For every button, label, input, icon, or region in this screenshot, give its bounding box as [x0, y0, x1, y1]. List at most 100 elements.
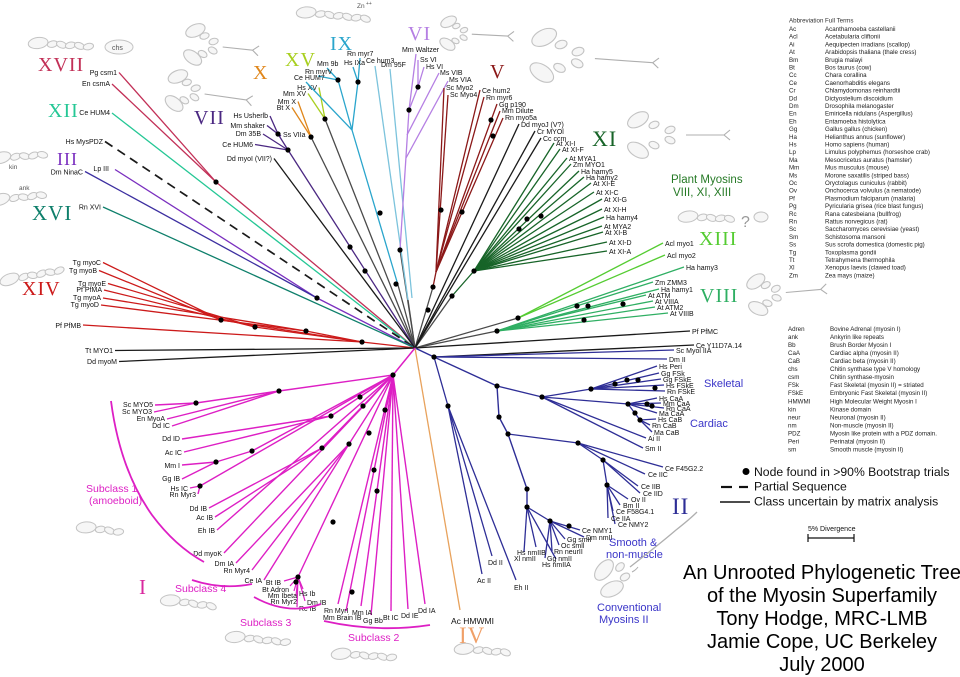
svg-text:Ms VIA: Ms VIA — [449, 77, 472, 84]
svg-text:Hs CaA: Hs CaA — [659, 396, 683, 403]
svg-text:non-muscle: non-muscle — [606, 549, 663, 561]
svg-text:Lp III: Lp III — [93, 166, 109, 173]
svg-text:Rattus norvegicus (rat): Rattus norvegicus (rat) — [825, 219, 888, 226]
svg-text:Dd IA: Dd IA — [418, 608, 436, 615]
svg-text:Ce F45G2.2: Ce F45G2.2 — [665, 466, 703, 473]
svg-text:Tt MYO1: Tt MYO1 — [85, 348, 113, 355]
svg-text:Ov: Ov — [789, 188, 798, 195]
svg-text:Pf: Pf — [789, 195, 795, 202]
svg-text:Ma: Ma — [789, 157, 798, 164]
svg-text:Sc MYO5: Sc MYO5 — [123, 402, 153, 409]
svg-text:Embryonic Fast Skeletal (myosi: Embryonic Fast Skeletal (myosin II) — [830, 390, 927, 397]
svg-text:Neuronal (myosin II): Neuronal (myosin II) — [830, 414, 886, 421]
svg-text:X: X — [253, 62, 268, 84]
svg-text:Subclass 4: Subclass 4 — [175, 583, 227, 595]
svg-text:Dd myoI (VII?): Dd myoI (VII?) — [227, 156, 272, 163]
svg-text:Dd: Dd — [789, 95, 797, 102]
svg-text:Abbreviation: Abbreviation — [789, 18, 824, 25]
svg-text:Dm nmII: Dm nmII — [586, 535, 613, 542]
svg-text:++: ++ — [366, 1, 372, 7]
svg-text:Subclass 3: Subclass 3 — [240, 617, 292, 629]
svg-text:5% Divergence: 5% Divergence — [808, 526, 856, 533]
svg-text:CaA: CaA — [788, 350, 801, 357]
svg-text:Sc Myo2: Sc Myo2 — [446, 85, 473, 92]
svg-text:Dd ID: Dd ID — [162, 436, 180, 443]
svg-text:Pg: Pg — [789, 203, 797, 210]
svg-text:Bos taurus (cow): Bos taurus (cow) — [825, 65, 871, 72]
svg-text:Oryctolagus cuniculus (rabbit): Oryctolagus cuniculus (rabbit) — [825, 180, 907, 187]
svg-text:Acl: Acl — [789, 34, 798, 41]
svg-text:En MyoA: En MyoA — [137, 416, 166, 423]
svg-text:XVI: XVI — [32, 201, 72, 225]
svg-text:Ce IIA: Ce IIA — [611, 516, 631, 523]
svg-text:Acl myo2: Acl myo2 — [667, 253, 696, 260]
svg-text:Ce IIB: Ce IIB — [641, 484, 661, 491]
svg-text:Arabidopsis thaliana (thale cr: Arabidopsis thaliana (thale cress) — [825, 49, 916, 56]
svg-text:Hs XV: Hs XV — [297, 85, 317, 92]
svg-text:Rc IB: Rc IB — [299, 606, 316, 613]
svg-text:Acetabularia cliftonii: Acetabularia cliftonii — [825, 34, 880, 41]
svg-text:Ss VI: Ss VI — [420, 57, 437, 64]
svg-text:Cc ccm: Cc ccm — [543, 136, 567, 143]
svg-text:Rn myo5a: Rn myo5a — [505, 115, 537, 122]
svg-text:XII: XII — [48, 100, 79, 122]
svg-text:Rana catesbeiana (bullfrog): Rana catesbeiana (bullfrog) — [825, 211, 901, 218]
svg-text:Chitin synthase-myosin: Chitin synthase-myosin — [830, 374, 895, 381]
svg-text:Tg myoB: Tg myoB — [69, 268, 97, 275]
svg-text:Ce HUM6: Ce HUM6 — [222, 142, 253, 149]
svg-text:Rn Myr4: Rn Myr4 — [224, 568, 251, 575]
svg-text:Entamoeba histolytica: Entamoeba histolytica — [825, 118, 886, 125]
svg-text:Dm II: Dm II — [669, 357, 686, 364]
svg-text:Mm IA: Mm IA — [352, 610, 373, 617]
svg-text:Hs nmIIB: Hs nmIIB — [517, 550, 546, 557]
svg-text:ank: ank — [19, 185, 30, 192]
svg-text:XVII: XVII — [38, 54, 84, 76]
svg-text:Ce IID: Ce IID — [643, 491, 663, 498]
svg-text:Ma CaB: Ma CaB — [654, 430, 680, 437]
svg-text:Cardiac: Cardiac — [690, 418, 728, 430]
svg-text:XIII: XIII — [699, 228, 737, 250]
svg-text:Mus musculus (mouse): Mus musculus (mouse) — [825, 165, 889, 172]
svg-text:Helianthus annus (sunflower): Helianthus annus (sunflower) — [825, 134, 905, 141]
svg-text:At ATM2: At ATM2 — [657, 305, 683, 312]
svg-text:Rn neurII: Rn neurII — [554, 549, 583, 556]
svg-text:Class uncertain by matrix anal: Class uncertain by matrix analysis — [754, 495, 938, 509]
svg-text:VI: VI — [408, 23, 431, 45]
svg-text:Myosins II: Myosins II — [599, 614, 649, 626]
svg-text:Cardiac beta (myosin II): Cardiac beta (myosin II) — [830, 358, 896, 365]
svg-text:Gg: Gg — [789, 126, 798, 133]
svg-text:Dm 35B: Dm 35B — [236, 131, 262, 138]
svg-text:Tt: Tt — [789, 257, 795, 264]
svg-text:Sus scrofa domestica (domestic: Sus scrofa domestica (domestic pig) — [825, 242, 925, 249]
svg-text:Dm NinaC: Dm NinaC — [51, 170, 83, 177]
svg-text:Tg myoC: Tg myoC — [73, 260, 101, 267]
svg-text:Sc: Sc — [789, 226, 796, 233]
svg-text:Ai II: Ai II — [648, 436, 660, 443]
svg-text:Tg myoA: Tg myoA — [73, 295, 101, 302]
svg-text:Ce IA: Ce IA — [244, 578, 262, 585]
svg-text:Gg nmII: Gg nmII — [547, 556, 572, 563]
svg-text:Gallus gallus (chicken): Gallus gallus (chicken) — [825, 126, 887, 133]
svg-text:Toxoplasma gondii: Toxoplasma gondii — [825, 249, 876, 256]
svg-text:Subclass 2: Subclass 2 — [348, 632, 400, 644]
svg-text:Ce hum2: Ce hum2 — [482, 88, 511, 95]
svg-text:Hs IC: Hs IC — [171, 486, 189, 493]
svg-text:Ce HUM7: Ce HUM7 — [294, 75, 325, 82]
svg-text:Ce NMY1: Ce NMY1 — [582, 528, 612, 535]
svg-text:At VIIIA: At VIIIA — [655, 299, 679, 306]
svg-text:Oc smll: Oc smll — [561, 543, 585, 550]
svg-text:July 2000: July 2000 — [779, 654, 865, 676]
svg-text:At XI-E: At XI-E — [593, 181, 616, 188]
svg-text:Bt Adron: Bt Adron — [262, 587, 289, 594]
svg-text:Rn CaA: Rn CaA — [666, 406, 691, 413]
svg-text:Hs Ib: Hs Ib — [299, 591, 315, 598]
svg-text:At XI-H: At XI-H — [604, 207, 627, 214]
svg-text:Rn Myr3: Rn Myr3 — [170, 492, 197, 499]
svg-text:I: I — [139, 575, 147, 599]
svg-text:Mesocricetus auratus (hamster): Mesocricetus auratus (hamster) — [825, 157, 912, 164]
svg-text:XV: XV — [285, 49, 316, 71]
svg-text:Mm: Mm — [789, 165, 799, 172]
svg-text:Caenorhabditis elegans: Caenorhabditis elegans — [825, 80, 890, 87]
svg-text:Fast Skeletal (myosin II) = st: Fast Skeletal (myosin II) = striated — [830, 382, 924, 389]
svg-text:Brugia malayi: Brugia malayi — [825, 57, 863, 64]
